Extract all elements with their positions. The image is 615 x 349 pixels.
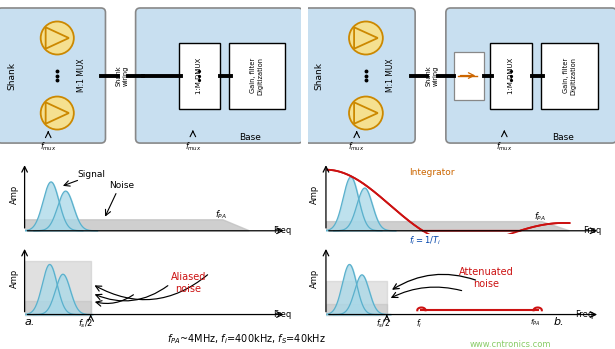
Bar <box>229 43 285 109</box>
Text: Signal: Signal <box>77 170 106 179</box>
Text: Shank
wiring: Shank wiring <box>116 65 129 86</box>
Text: www.cntronics.com: www.cntronics.com <box>470 340 551 349</box>
Text: b.: b. <box>554 317 564 327</box>
Text: $f_s/2$: $f_s/2$ <box>77 318 93 331</box>
Text: Shank
wiring: Shank wiring <box>426 65 438 86</box>
Text: Amp: Amp <box>9 185 18 204</box>
Text: Gain, filter
Digitization: Gain, filter Digitization <box>250 57 263 95</box>
Text: a.: a. <box>25 317 35 327</box>
Text: $f_{mux}$: $f_{mux}$ <box>184 140 201 153</box>
Text: Noise: Noise <box>109 181 134 190</box>
Text: Amp: Amp <box>9 268 18 288</box>
Polygon shape <box>25 220 250 231</box>
Text: $f_{mux}$: $f_{mux}$ <box>349 140 365 153</box>
Text: M:1 MUX: M:1 MUX <box>77 59 86 92</box>
FancyBboxPatch shape <box>136 8 303 143</box>
Text: Integrator: Integrator <box>409 168 454 177</box>
Text: Base: Base <box>239 133 261 142</box>
Circle shape <box>41 97 74 129</box>
Text: Shank: Shank <box>315 61 323 90</box>
Polygon shape <box>46 27 69 49</box>
Text: $f_s/2$: $f_s/2$ <box>376 318 390 331</box>
Bar <box>454 52 483 99</box>
Text: M:1 MUX: M:1 MUX <box>386 59 395 92</box>
Circle shape <box>41 22 74 54</box>
Text: Shank: Shank <box>7 61 16 90</box>
Bar <box>180 43 220 109</box>
Text: Freq: Freq <box>575 310 593 319</box>
Text: Freq: Freq <box>584 226 601 235</box>
Polygon shape <box>354 27 378 49</box>
Text: Base: Base <box>552 133 574 142</box>
FancyBboxPatch shape <box>446 8 615 143</box>
Text: Freq: Freq <box>273 226 292 235</box>
Polygon shape <box>46 102 69 124</box>
Bar <box>491 43 532 109</box>
Text: Freq: Freq <box>273 310 292 319</box>
FancyBboxPatch shape <box>0 8 106 143</box>
Text: $f_{mux}$: $f_{mux}$ <box>40 140 57 153</box>
Text: 1:M DMUX: 1:M DMUX <box>508 57 514 94</box>
Circle shape <box>349 22 383 54</box>
Text: Amp: Amp <box>311 268 319 288</box>
FancyBboxPatch shape <box>304 8 415 143</box>
Text: Gain, filter
Digitization: Gain, filter Digitization <box>563 57 576 95</box>
Bar <box>541 43 598 109</box>
Polygon shape <box>354 102 378 124</box>
Text: $f_i$: $f_i$ <box>416 318 422 331</box>
Text: Aliased
noise: Aliased noise <box>171 272 206 294</box>
Text: $f_i=1/T_i$: $f_i=1/T_i$ <box>409 234 441 247</box>
Text: $f_{PA}$: $f_{PA}$ <box>534 210 546 223</box>
Text: $f_{PA}$: $f_{PA}$ <box>530 318 541 328</box>
Text: Amp: Amp <box>311 185 319 204</box>
Text: $f_{mux}$: $f_{mux}$ <box>496 140 512 153</box>
Text: $f_{PA}$: $f_{PA}$ <box>215 208 227 221</box>
Text: 1:M DMUX: 1:M DMUX <box>197 57 202 94</box>
Circle shape <box>349 97 383 129</box>
Text: Attenuated
noise: Attenuated noise <box>459 267 514 289</box>
Text: $f_{PA}$~4MHz, $f_i$=400kHz, $f_S$=40kHz: $f_{PA}$~4MHz, $f_i$=400kHz, $f_S$=40kHz <box>167 332 325 346</box>
Polygon shape <box>326 222 569 231</box>
